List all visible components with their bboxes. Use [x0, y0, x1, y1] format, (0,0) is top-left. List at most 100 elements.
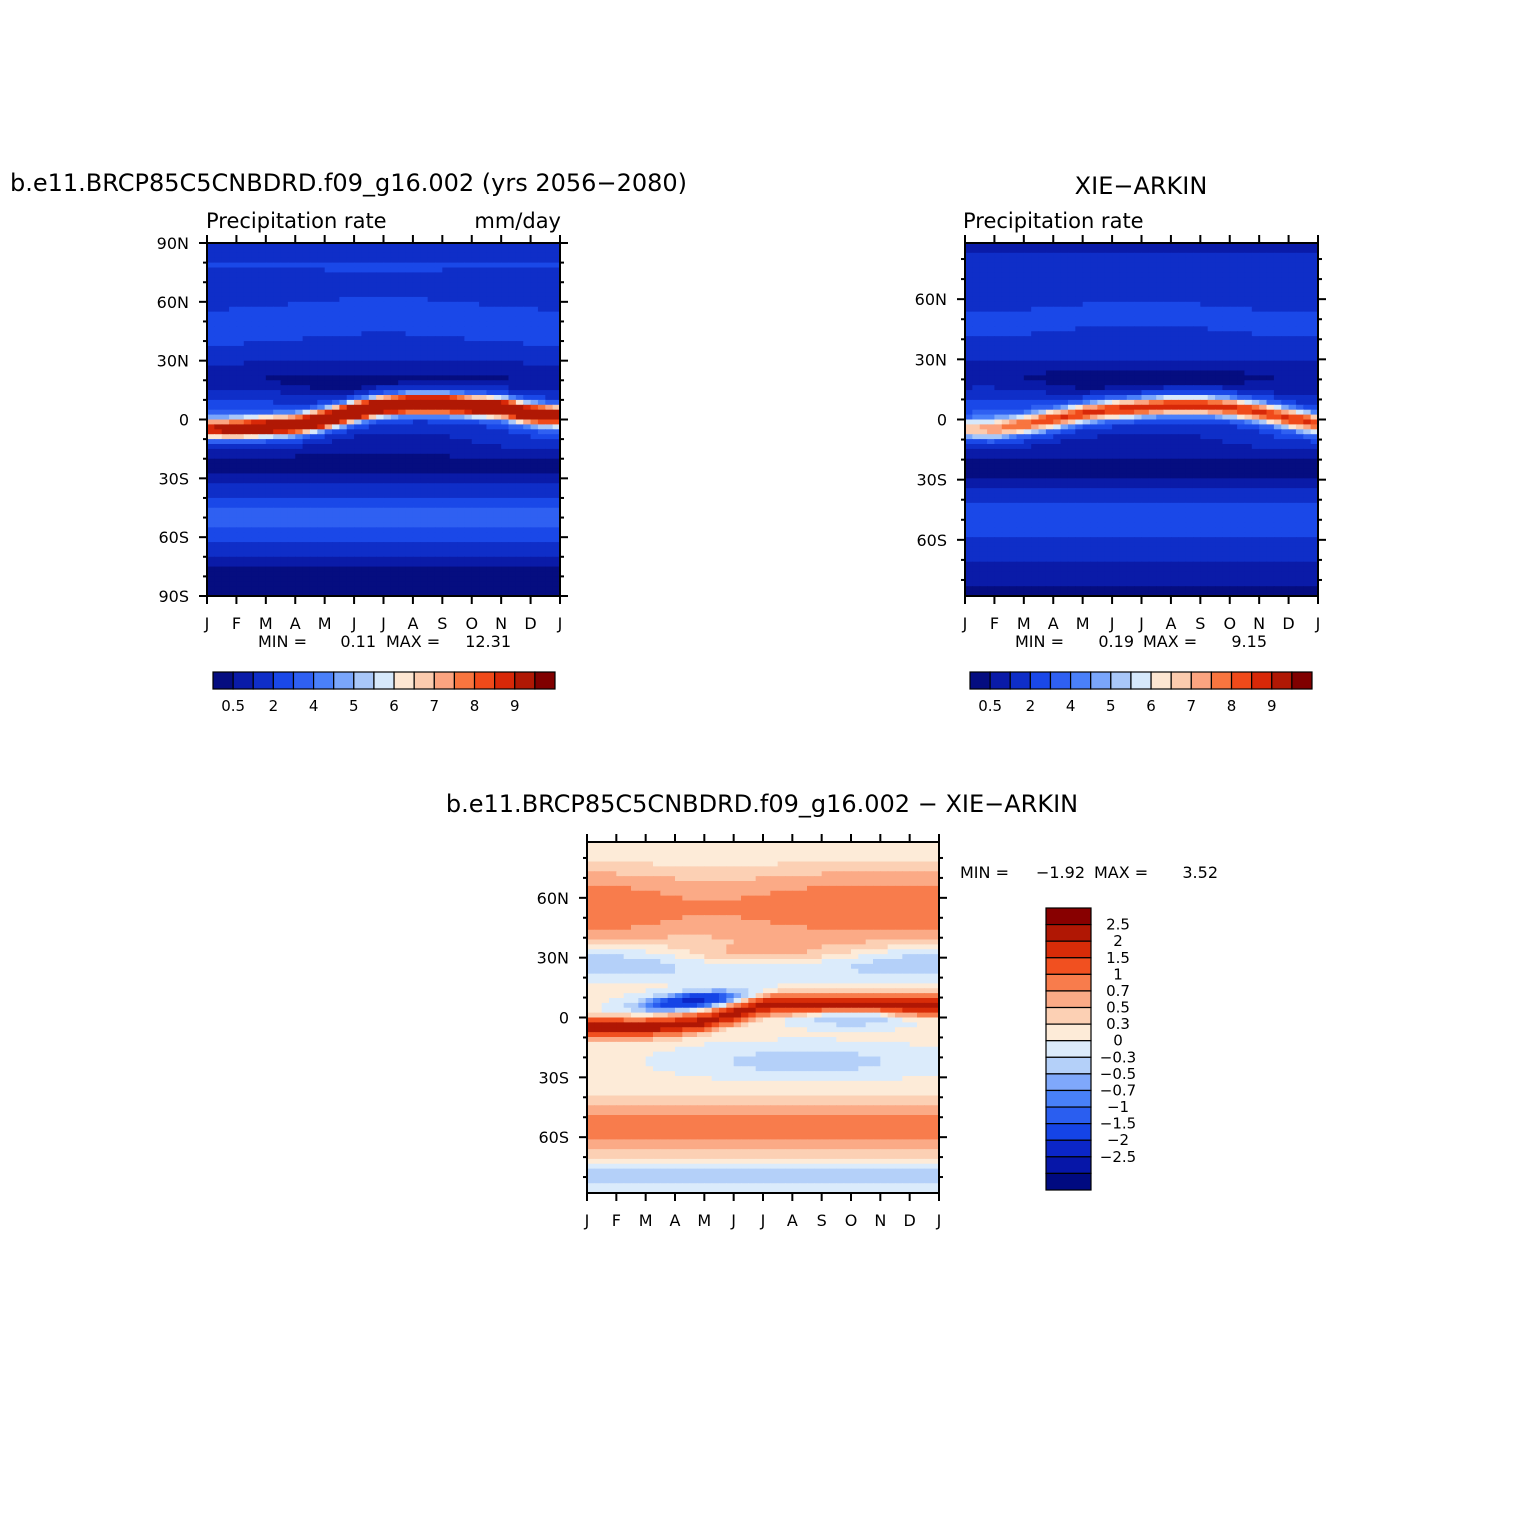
field-cell [523, 542, 532, 548]
field-cell [1090, 321, 1098, 327]
field-cell [295, 463, 304, 470]
field-cell [515, 355, 524, 362]
field-cell [376, 341, 385, 347]
field-cell [214, 566, 223, 573]
field-cell [207, 532, 215, 538]
field-cell [383, 473, 392, 479]
field-cell [258, 345, 267, 352]
field-cell [332, 336, 340, 342]
field-cell [354, 566, 363, 573]
field-cell [383, 507, 392, 514]
field-cell [221, 350, 230, 357]
field-cell [987, 331, 996, 337]
field-cell [309, 458, 318, 465]
field-cell [265, 375, 274, 381]
field-cell [1156, 292, 1165, 298]
field-cell [523, 537, 532, 543]
field-cell [273, 385, 282, 391]
field-cell [457, 502, 465, 509]
field-cell [236, 517, 245, 524]
field-cell [214, 429, 223, 435]
field-cell [280, 537, 289, 543]
field-cell [251, 493, 260, 499]
field-cell [420, 551, 429, 558]
field-cell [1266, 311, 1275, 318]
field-cell [229, 262, 238, 269]
field-cell [302, 483, 311, 489]
field-cell [457, 345, 465, 352]
field-cell [412, 380, 421, 386]
field-cell [1001, 257, 1010, 264]
field-cell [273, 282, 282, 288]
field-cell [427, 439, 436, 445]
field-cell [486, 497, 495, 504]
field-cell [339, 385, 348, 391]
field-cell [552, 350, 560, 357]
field-cell [324, 546, 333, 553]
colorbar-box [212, 671, 234, 690]
field-cell [324, 473, 333, 479]
field-cell [324, 512, 333, 519]
field-cell [449, 507, 458, 514]
field-cell [552, 390, 560, 396]
field-cell [1200, 355, 1209, 362]
field-cell [530, 448, 539, 455]
field-cell [434, 439, 443, 445]
field-cell [1141, 380, 1150, 386]
field-cell [221, 296, 230, 303]
field-cell [1016, 336, 1025, 342]
field-cell [361, 282, 370, 288]
field-cell [251, 399, 260, 406]
field-cell [332, 301, 340, 308]
field-cell [493, 380, 502, 386]
field-cell [434, 399, 443, 406]
field-cell [1310, 380, 1318, 386]
field-cell [346, 458, 355, 465]
field-cell [229, 542, 238, 548]
field-cell [273, 527, 282, 533]
field-cell [280, 546, 289, 553]
field-cell [280, 247, 289, 254]
field-cell [1090, 360, 1098, 367]
field-cell [1310, 326, 1318, 332]
field-cell [479, 512, 488, 519]
field-cell [537, 566, 546, 573]
field-cell [464, 355, 473, 362]
field-cell [1075, 316, 1084, 323]
field-cell [229, 571, 238, 577]
field-cell [530, 517, 539, 524]
field-cell [1237, 257, 1246, 264]
colorbar-label: 8 [470, 697, 480, 715]
field-cell [1023, 316, 1032, 323]
field-cell [493, 399, 502, 406]
field-cell [1075, 326, 1084, 332]
field-cell [537, 429, 546, 435]
field-cell [1082, 262, 1091, 269]
field-cell [376, 287, 385, 293]
field-cell [479, 581, 488, 587]
field-cell [427, 287, 436, 293]
field-cell [449, 537, 458, 543]
field-cell [515, 277, 524, 283]
field-cell [434, 390, 443, 396]
field-cell [332, 292, 340, 298]
field-cell [376, 350, 385, 357]
field-cell [427, 576, 436, 582]
field-cell [523, 243, 532, 249]
field-cell [1009, 311, 1018, 318]
field-cell [471, 586, 480, 592]
field-cell [229, 272, 238, 278]
field-cell [1178, 326, 1187, 332]
field-cell [508, 463, 517, 470]
field-cell [243, 507, 252, 514]
field-cell [1134, 360, 1143, 367]
field-cell [464, 448, 473, 455]
field-cell [486, 277, 495, 283]
field-cell [523, 380, 532, 386]
field-cell [302, 532, 311, 538]
field-cell [972, 306, 981, 313]
field-cell [295, 561, 304, 568]
field-cell [243, 542, 252, 548]
field-cell [508, 561, 517, 568]
field-cell [1112, 272, 1121, 278]
